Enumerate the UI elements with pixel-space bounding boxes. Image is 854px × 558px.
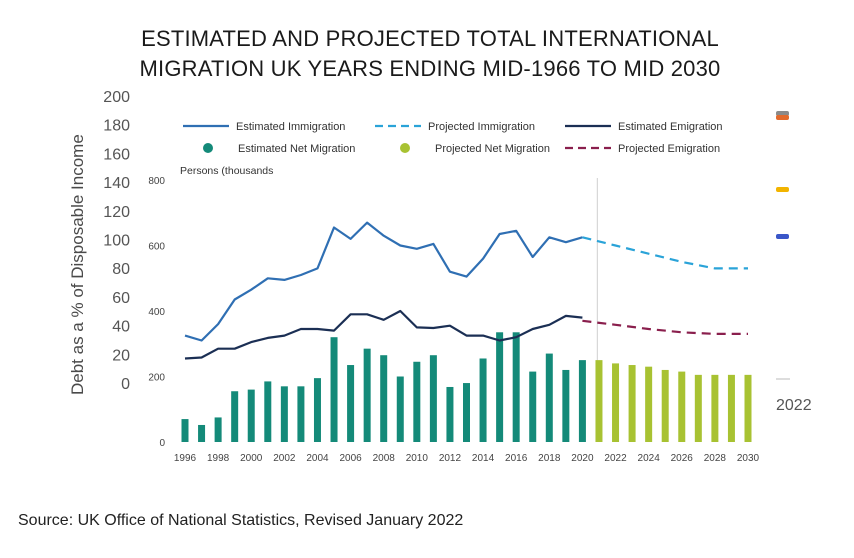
background-tick-label: 0 xyxy=(121,376,130,393)
legend-label: Projected Net Migration xyxy=(435,143,550,155)
y-tick-label: 200 xyxy=(148,373,165,384)
line-estimated-emigration xyxy=(184,309,583,360)
background-tick-label: 200 xyxy=(103,89,130,106)
background-tick-label: 80 xyxy=(112,261,130,278)
background-tick-label: 120 xyxy=(103,204,130,221)
bar-estimated-net-migration xyxy=(446,386,454,442)
y-tick-label: 0 xyxy=(159,438,165,449)
chart-title-line-2: MIGRATION UK YEARS ENDING MID-1966 TO MI… xyxy=(139,56,721,81)
x-tick-label: 2022 xyxy=(604,453,627,464)
bar-estimated-net-migration xyxy=(264,381,272,442)
x-tick-label: 2028 xyxy=(704,453,727,464)
bar-estimated-net-migration xyxy=(496,332,504,442)
bar-estimated-net-migration xyxy=(231,391,239,442)
line-projected-immigration xyxy=(582,236,748,270)
bar-estimated-net-migration xyxy=(396,376,404,442)
background-tick-label: 160 xyxy=(103,146,130,163)
x-tick-label: 2026 xyxy=(671,453,694,464)
bar-estimated-net-migration xyxy=(363,348,371,442)
bar-projected-net-migration xyxy=(711,374,719,442)
y-tick-label: 400 xyxy=(148,307,165,318)
legend-label: Projected Immigration xyxy=(428,121,535,133)
x-tick-label: 2020 xyxy=(571,453,594,464)
background-line-remnant xyxy=(776,115,789,120)
bar-projected-net-migration xyxy=(628,365,636,442)
bar-estimated-net-migration xyxy=(463,383,470,442)
background-line-remnant xyxy=(776,234,789,239)
bar-projected-net-migration xyxy=(661,369,669,442)
bar-projected-net-migration xyxy=(645,366,653,442)
legend-label: Estimated Emigration xyxy=(618,121,723,133)
bar-estimated-net-migration xyxy=(529,371,537,442)
x-tick-label: 2004 xyxy=(306,453,329,464)
background-tick-label: 100 xyxy=(103,233,130,250)
legend-label: Estimated Net Migration xyxy=(238,143,355,155)
x-tick-label: 2000 xyxy=(240,453,263,464)
x-tick-label: 2006 xyxy=(339,453,362,464)
x-tick-label: 2010 xyxy=(406,453,429,464)
bar-projected-net-migration xyxy=(694,374,702,442)
bar-estimated-net-migration xyxy=(247,389,255,442)
bar-estimated-net-migration xyxy=(297,386,305,442)
y-tick-label: 600 xyxy=(148,242,165,253)
background-fragment-label: 2022 xyxy=(776,397,812,414)
background-tick-label: 140 xyxy=(103,175,130,192)
background-tick-label: 60 xyxy=(112,290,130,307)
legend-swatch xyxy=(203,143,213,153)
bar-projected-net-migration xyxy=(678,371,686,442)
background-tick-label: 40 xyxy=(112,319,130,336)
background-line-remnant xyxy=(776,187,789,192)
background-tick-label: 20 xyxy=(112,347,130,364)
legend-swatch xyxy=(400,143,410,153)
line-projected-emigration xyxy=(582,319,748,335)
bar-estimated-net-migration xyxy=(181,419,189,442)
x-tick-label: 2018 xyxy=(538,453,561,464)
bar-projected-net-migration xyxy=(744,374,752,442)
bar-estimated-net-migration xyxy=(313,378,321,442)
x-tick-label: 2008 xyxy=(373,453,396,464)
x-tick-label: 1998 xyxy=(207,453,230,464)
source-note: Source: UK Office of National Statistics… xyxy=(18,512,464,529)
x-tick-label: 2014 xyxy=(472,453,495,464)
bar-estimated-net-migration xyxy=(330,337,338,442)
bar-estimated-net-migration xyxy=(545,353,553,442)
bar-estimated-net-migration xyxy=(380,355,388,442)
background-tick-label: 180 xyxy=(103,118,130,135)
bar-estimated-net-migration xyxy=(578,360,586,442)
legend-label: Projected Emigration xyxy=(618,143,720,155)
migration-chart: 2001801601401201008060402002022800600400… xyxy=(103,89,812,464)
bar-estimated-net-migration xyxy=(198,424,206,442)
bar-estimated-net-migration xyxy=(347,365,355,442)
x-tick-label: 2024 xyxy=(638,453,661,464)
bar-projected-net-migration xyxy=(612,363,620,442)
line-estimated-immigration xyxy=(184,221,583,342)
bar-projected-net-migration xyxy=(595,360,603,442)
x-tick-label: 1996 xyxy=(174,453,197,464)
bar-estimated-net-migration xyxy=(479,358,487,442)
bar-estimated-net-migration xyxy=(280,386,288,442)
bar-estimated-net-migration xyxy=(413,361,421,442)
x-tick-label: 2030 xyxy=(737,453,760,464)
bar-estimated-net-migration xyxy=(429,355,437,442)
bar-estimated-net-migration xyxy=(214,417,222,442)
x-tick-label: 2012 xyxy=(439,453,462,464)
x-tick-label: 2016 xyxy=(505,453,528,464)
chart-title: ESTIMATED AND PROJECTED TOTAL INTERNATIO… xyxy=(80,24,780,84)
bar-estimated-net-migration xyxy=(562,369,570,442)
bar-projected-net-migration xyxy=(727,374,735,442)
chart-title-line-1: ESTIMATED AND PROJECTED TOTAL INTERNATIO… xyxy=(141,26,719,51)
background-line-remnant xyxy=(776,111,789,116)
x-tick-label: 2002 xyxy=(273,453,296,464)
bar-estimated-net-migration xyxy=(512,332,520,442)
units-label: Persons (thousands xyxy=(180,165,273,177)
legend-label: Estimated Immigration xyxy=(236,121,345,133)
y-tick-label: 800 xyxy=(148,176,165,187)
